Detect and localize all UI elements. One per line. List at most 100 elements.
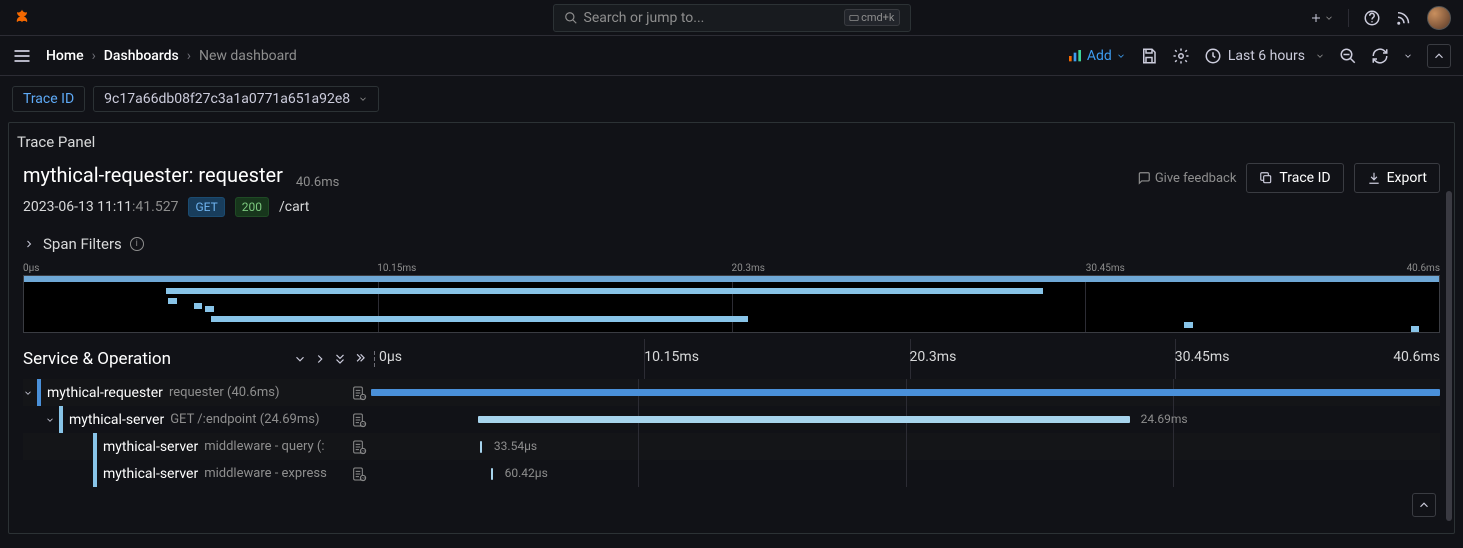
expand-all-icon[interactable] xyxy=(353,352,367,366)
crumb-dashboards[interactable]: Dashboards xyxy=(104,48,179,64)
expand-one-icon[interactable] xyxy=(313,352,327,366)
service-color-chip xyxy=(37,379,41,406)
minimap-tick: 40.6ms xyxy=(1407,263,1440,274)
svg-text:LOG: LOG xyxy=(360,476,367,480)
breadcrumb-bar: Home › Dashboards › New dashboard Add La… xyxy=(0,36,1463,76)
span-logs-icon[interactable]: LOG xyxy=(351,439,367,455)
span-service-name: mythical-requester xyxy=(47,385,163,401)
span-row[interactable]: mythical-server GET /:endpoint (24.69ms) L… xyxy=(23,406,1440,433)
span-duration-label: 60.42μs xyxy=(505,466,548,480)
trace-minimap[interactable]: 0μs 10.15ms 20.3ms 30.45ms 40.6ms xyxy=(23,263,1440,335)
global-search[interactable]: Search or jump to... cmd+k xyxy=(553,4,911,32)
svg-text:LOG: LOG xyxy=(360,449,367,453)
time-range-picker[interactable]: Last 6 hours xyxy=(1204,47,1325,65)
menu-toggle-icon[interactable] xyxy=(12,46,32,66)
service-color-chip xyxy=(93,460,97,487)
span-operation-name: GET /:endpoint (24.69ms) xyxy=(170,412,319,427)
timeline-tick: 10.15ms xyxy=(644,349,699,365)
news-icon[interactable] xyxy=(1395,9,1413,27)
span-service-name: mythical-server xyxy=(103,439,198,455)
svg-text:LOG: LOG xyxy=(360,395,367,399)
minimap-span xyxy=(1411,326,1419,332)
http-method-tag: GET xyxy=(188,197,224,217)
timeline-tick: 30.45ms xyxy=(1175,349,1230,365)
refresh-interval-icon[interactable] xyxy=(1403,51,1413,61)
minimap-tick: 0μs xyxy=(23,263,39,274)
user-avatar[interactable] xyxy=(1427,6,1451,30)
span-bar[interactable] xyxy=(491,468,493,480)
search-kbd: cmd+k xyxy=(844,9,899,26)
span-service-name: mythical-server xyxy=(103,466,198,482)
minimap-span xyxy=(194,303,202,309)
crumb-home[interactable]: Home xyxy=(46,48,84,64)
span-duration-label: 24.69ms xyxy=(1141,412,1188,426)
span-row[interactable]: mythical-requester requester (40.6ms) LOG xyxy=(23,379,1440,406)
span-logs-icon[interactable]: LOG xyxy=(351,466,367,482)
give-feedback-link[interactable]: Give feedback xyxy=(1137,171,1237,186)
span-list: mythical-requesterrequester (40.6ms)LOGm… xyxy=(23,379,1440,487)
trace-header: mythical-requester: requester 40.6ms Giv… xyxy=(9,155,1454,193)
timeline-tick: 40.6ms xyxy=(1393,349,1440,365)
span-operation-name: middleware - express xyxy=(204,466,327,481)
span-bar[interactable] xyxy=(478,416,1130,423)
crumb-current: New dashboard xyxy=(199,48,297,64)
export-button[interactable]: Export xyxy=(1354,163,1440,193)
span-logs-icon[interactable]: LOG xyxy=(351,385,367,401)
span-bar[interactable] xyxy=(480,441,482,453)
refresh-icon[interactable] xyxy=(1371,47,1389,65)
span-service-name: mythical-server xyxy=(69,412,164,428)
svg-text:LOG: LOG xyxy=(360,422,367,426)
copy-trace-id-button[interactable]: Trace ID xyxy=(1246,163,1343,193)
span-operation-name: middleware - query (: xyxy=(204,439,324,454)
add-panel-button[interactable]: Add xyxy=(1067,48,1126,64)
trace-timestamp: 2023-06-13 11:11:41.527 xyxy=(23,199,178,215)
span-logs-icon[interactable]: LOG xyxy=(351,412,367,428)
timeline-tick: 20.3ms xyxy=(910,349,957,365)
trace-meta: 2023-06-13 11:11:41.527 GET 200 /cart xyxy=(9,193,1454,229)
trace-id-picker[interactable]: 9c17a66db08f27c3a1a0771a651a92e8 xyxy=(93,86,379,112)
search-placeholder: Search or jump to... xyxy=(584,10,845,26)
scrollbar[interactable] xyxy=(1444,191,1452,511)
endpoint-path: /cart xyxy=(279,199,309,215)
help-icon[interactable] xyxy=(1363,9,1381,27)
collapse-all-icon[interactable] xyxy=(293,352,307,366)
search-icon xyxy=(564,11,578,25)
collapse-children-icon[interactable] xyxy=(333,352,347,366)
span-operation-name: requester (40.6ms) xyxy=(169,385,280,400)
minimap-span xyxy=(1184,322,1192,328)
info-icon[interactable]: i xyxy=(130,237,144,251)
trace-duration: 40.6ms xyxy=(296,175,339,190)
span-expand-icon[interactable] xyxy=(45,415,57,425)
collapse-row-icon[interactable] xyxy=(1427,44,1451,68)
back-to-top-button[interactable] xyxy=(1412,493,1436,517)
trace-id-label[interactable]: Trace ID xyxy=(12,86,85,112)
span-filters-toggle[interactable]: Span Filters i xyxy=(9,229,1454,263)
minimap-tick: 30.45ms xyxy=(1086,263,1125,274)
trace-id-row: Trace ID 9c17a66db08f27c3a1a0771a651a92e… xyxy=(0,76,1463,122)
minimap-span xyxy=(24,276,1439,282)
divider xyxy=(1348,9,1349,27)
minimap-span xyxy=(168,298,176,304)
timeline-tick: 0μs xyxy=(379,349,402,365)
add-menu-icon[interactable] xyxy=(1310,12,1334,24)
minimap-tick: 10.15ms xyxy=(377,263,416,274)
trace-panel: Trace Panel mythical-requester: requeste… xyxy=(8,122,1455,534)
span-expand-icon[interactable] xyxy=(23,388,35,398)
settings-icon[interactable] xyxy=(1172,47,1190,65)
resize-handle[interactable] xyxy=(371,347,377,371)
http-status-tag: 200 xyxy=(235,197,269,217)
span-row[interactable]: mythical-server middleware - query (: LOG 3… xyxy=(23,433,1440,460)
span-list-header: Service & Operation 0μs 10.15ms 20.3ms 30.4… xyxy=(23,339,1440,379)
minimap-span xyxy=(211,316,749,322)
save-dashboard-icon[interactable] xyxy=(1140,47,1158,65)
zoom-out-icon[interactable] xyxy=(1339,47,1357,65)
grafana-logo-icon[interactable] xyxy=(12,8,32,28)
service-operation-label: Service & Operation xyxy=(23,349,171,369)
span-duration-label: 33.54μs xyxy=(494,439,537,453)
span-bar[interactable] xyxy=(371,389,1440,396)
minimap-tick: 20.3ms xyxy=(732,263,765,274)
panel-title: Trace Panel xyxy=(9,123,1454,155)
minimap-span xyxy=(205,306,213,312)
span-row[interactable]: mythical-server middleware - express LOG 60… xyxy=(23,460,1440,487)
trace-title: mythical-requester: requester xyxy=(23,163,288,187)
